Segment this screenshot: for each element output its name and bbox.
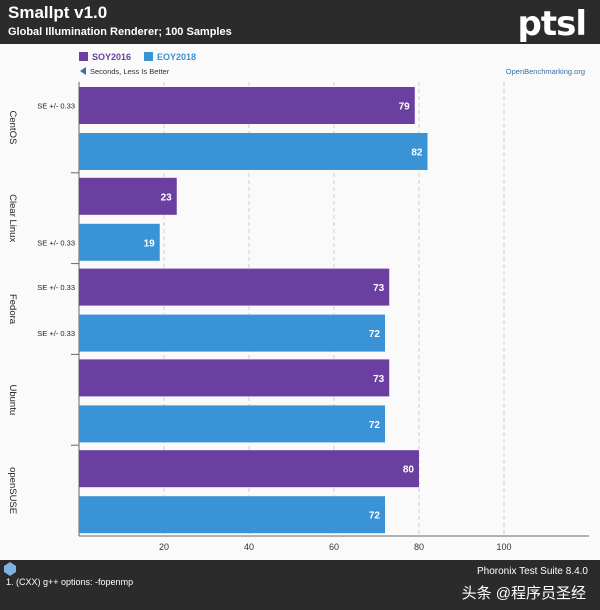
chart-subtitle: Global Illumination Renderer; 100 Sample… <box>8 26 232 38</box>
bar-3-0 <box>79 359 390 397</box>
bar-value-3-1: 72 <box>369 420 381 431</box>
chart-title: Smallpt v1.0 <box>8 3 108 22</box>
bar-value-3-0: 73 <box>373 374 385 385</box>
legend-swatch-1 <box>144 52 153 61</box>
bar-2-1 <box>79 314 385 352</box>
compiler-note: 1. (CXX) g++ options: -fopenmp <box>6 577 134 587</box>
x-tick-label-1: 40 <box>244 542 254 552</box>
bar-value-0-0: 79 <box>399 102 411 113</box>
bar-1-1 <box>79 223 160 261</box>
bar-0-1 <box>79 133 428 170</box>
category-label-1: Clear Linux <box>7 194 18 242</box>
bar-2-0 <box>79 268 390 306</box>
bar-chart: SOY2016 EOY2018 Seconds, Less Is Better Ope… <box>7 52 589 552</box>
suite-version: Phoronix Test Suite 8.4.0 <box>477 566 588 577</box>
category-label-2: Fedora <box>7 294 18 325</box>
x-tick-label-4: 100 <box>496 542 511 552</box>
bar-3-1 <box>79 405 385 443</box>
bar-4-0 <box>79 450 419 488</box>
se-label-1-1: SE +/- 0.33 <box>37 238 75 247</box>
legend-swatch-0 <box>79 52 88 61</box>
legend-label-1: EOY2018 <box>157 52 196 62</box>
category-label-4: openSUSE <box>7 467 18 514</box>
chart-footer: Phoronix Test Suite 8.4.0 1. (CXX) g++ o… <box>0 560 600 610</box>
x-tick-label-2: 60 <box>329 542 339 552</box>
bar-value-2-1: 72 <box>369 329 381 340</box>
bar-0-0 <box>79 87 415 124</box>
x-tick-label-0: 20 <box>159 542 169 552</box>
se-label-0-0: SE +/- 0.33 <box>37 102 75 111</box>
legend-label-0: SOY2016 <box>92 52 131 62</box>
bar-value-1-1: 19 <box>144 238 156 249</box>
category-label-3: Ubuntu <box>7 384 18 415</box>
less-better-arrow <box>80 67 86 75</box>
pts-logo: ptsl <box>517 4 587 44</box>
less-better-note: Seconds, Less Is Better <box>90 67 170 76</box>
bar-value-0-1: 82 <box>411 148 423 159</box>
pts-mini-icon <box>4 562 16 576</box>
se-label-2-1: SE +/- 0.33 <box>37 329 75 338</box>
source-label: OpenBenchmarking.org <box>506 67 585 76</box>
bar-value-2-0: 73 <box>373 283 385 294</box>
bar-value-1-0: 23 <box>161 192 173 203</box>
chart-header: Smallpt v1.0 Global Illumination Rendere… <box>0 0 600 44</box>
se-label-2-0: SE +/- 0.33 <box>37 283 75 292</box>
bar-4-1 <box>79 496 385 534</box>
chart-area: SOY2016 EOY2018 Seconds, Less Is Better Ope… <box>0 44 600 560</box>
bar-value-4-0: 80 <box>403 465 415 476</box>
watermark: 头条 @程序员圣经 <box>461 585 586 602</box>
x-tick-label-3: 80 <box>414 542 424 552</box>
bar-value-4-1: 72 <box>369 511 381 522</box>
bar-1-0 <box>79 177 177 215</box>
category-label-0: CentOS <box>7 111 18 145</box>
